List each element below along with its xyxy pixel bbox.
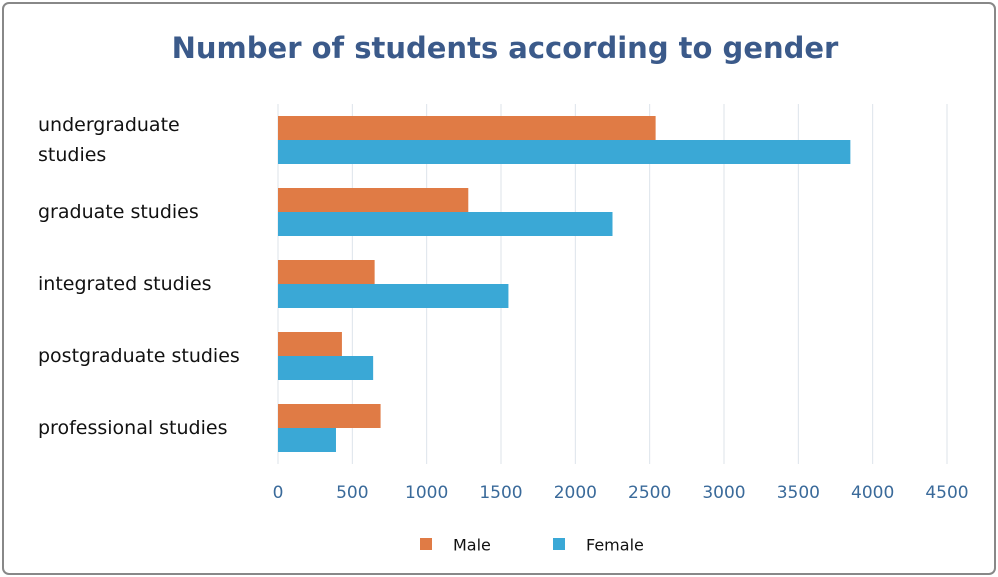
y-tick-label: undergraduate studies [38,114,180,166]
y-tick-label: integrated studies [38,273,212,295]
bar [278,188,469,212]
bar [278,284,509,308]
bar [278,404,381,428]
bar [278,212,613,236]
y-tick-label: graduate studies [38,201,199,223]
x-tick-label: 1000 [405,483,448,503]
chart-title: Number of students according to gender [172,31,839,65]
x-tick-label: 1500 [479,483,522,503]
legend-label: Male [453,536,491,555]
x-tick-label: 2000 [554,483,597,503]
bar [278,260,375,284]
x-tick-label: 0 [273,483,284,503]
x-tick-label: 4000 [851,483,894,503]
legend-swatch [420,538,432,550]
y-tick-label: postgraduate studies [38,345,240,367]
x-tick-label: 4500 [925,483,968,503]
legend-label: Female [586,536,644,555]
x-tick-label: 3500 [777,483,820,503]
bar [278,116,656,140]
x-tick-label: 500 [336,483,368,503]
bar [278,356,374,380]
bar [278,140,851,164]
x-tick-label: 2500 [628,483,671,503]
bar [278,428,336,452]
y-tick-label: professional studies [38,417,228,439]
bar [278,332,342,356]
x-tick-label: 3000 [702,483,745,503]
legend-swatch [553,538,565,550]
